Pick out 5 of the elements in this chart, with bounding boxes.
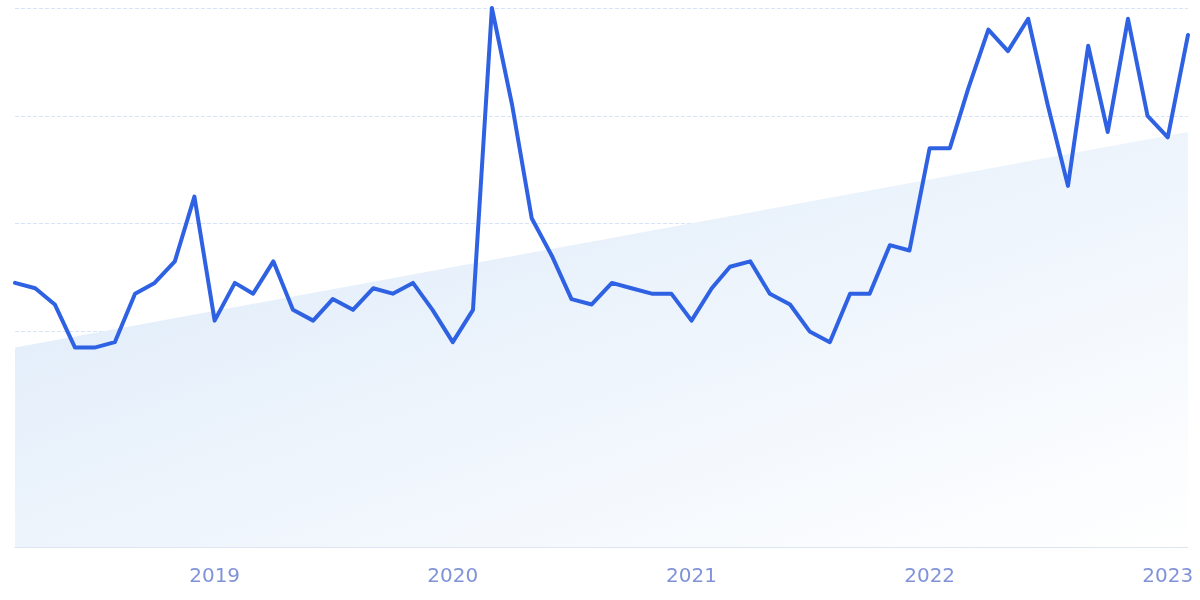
x-tick-label: 2022 xyxy=(904,563,956,587)
x-tick-label: 2020 xyxy=(427,563,479,587)
x-tick-label: 2021 xyxy=(666,563,717,587)
x-tick-label: 2023 xyxy=(1142,563,1194,587)
x-tick-label: 2019 xyxy=(189,563,241,587)
